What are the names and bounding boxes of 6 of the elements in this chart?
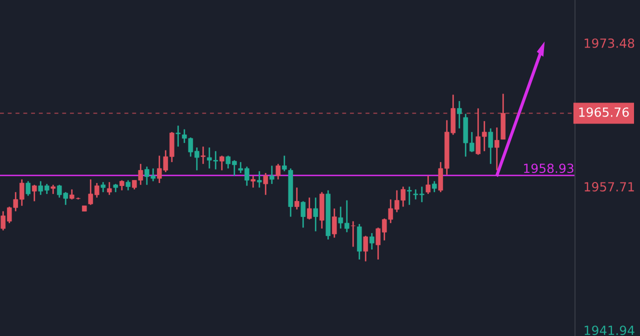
ref-line-label: 1958.93 xyxy=(524,164,574,174)
ref-line-label: 1965.76 xyxy=(579,107,629,117)
y-tick-label: 1973.48 xyxy=(584,38,634,48)
candlestick xyxy=(82,205,87,212)
y-tick-label: 1957.71 xyxy=(584,182,634,192)
y-tick-label: 1941.94 xyxy=(584,326,634,336)
